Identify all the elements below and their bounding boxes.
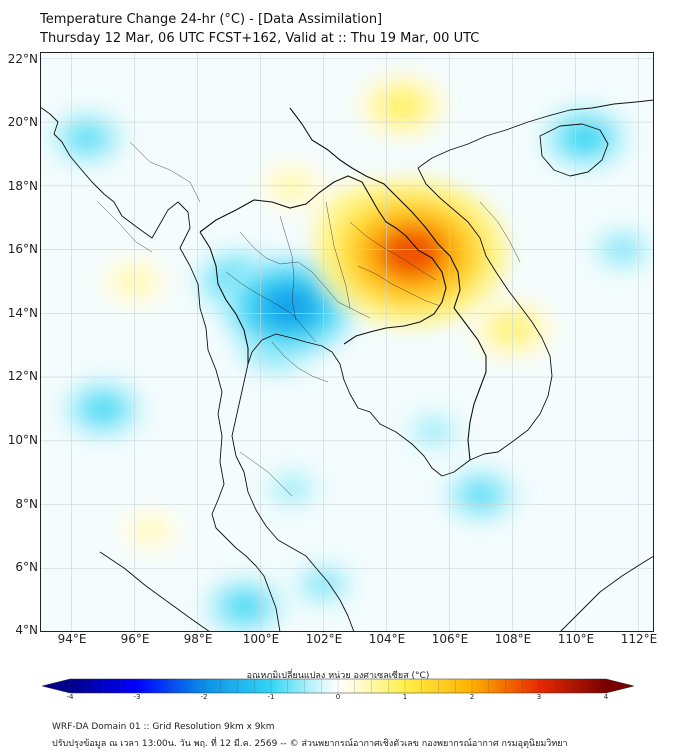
graticule: [40, 52, 654, 633]
colorbar-title: อุณหภูมิเปลี่ยนแปลง หน่วย องศาเซลเซียส (…: [246, 671, 430, 681]
indochina-south-coast: [417, 167, 553, 477]
borneo-coast: [559, 555, 655, 633]
warming-blob: [380, 228, 443, 277]
cooling-blob: [266, 289, 312, 325]
lon-tick-label: 100°E: [242, 632, 280, 646]
province-boundary: [129, 141, 201, 203]
province-boundary: [239, 451, 293, 497]
chart-subtitle: Thursday 12 Mar, 06 UTC FCST+162, Valid …: [40, 31, 480, 46]
cooling-blob: [280, 479, 304, 498]
cooling-blob: [229, 595, 260, 618]
colorbar-tick-label: 2: [469, 693, 475, 701]
lon-tick-label: 98°E: [183, 632, 213, 646]
colorbar: [41, 678, 635, 694]
warming-blob: [387, 94, 417, 118]
province-boundary: [325, 201, 351, 309]
cooling-blob: [569, 126, 601, 151]
province-boundary: [271, 341, 329, 383]
colorbar-tick-label: -4: [66, 693, 74, 701]
lon-tick-label: 94°E: [57, 632, 87, 646]
cooling-blob: [88, 397, 118, 421]
sumatra-coast: [99, 551, 211, 633]
colorbar-tick-label: -1: [267, 693, 275, 701]
lat-tick-label: 10°N: [7, 433, 38, 447]
cooling-blob: [73, 127, 102, 149]
colorbar-tick-label: 4: [603, 693, 609, 701]
lon-tick-label: 106°E: [431, 632, 469, 646]
lon-tick-label: 102°E: [305, 632, 343, 646]
myanmar-coastline: [39, 106, 223, 393]
lat-tick-label: 20°N: [7, 115, 38, 129]
cooling-blob: [466, 484, 495, 506]
lon-tick-label: 112°E: [620, 632, 658, 646]
province-boundary: [479, 201, 521, 263]
myanmar-thailand-border: [199, 231, 249, 364]
temperature-map[interactable]: [39, 52, 655, 633]
lat-tick-label: 22°N: [7, 52, 38, 66]
footer-model-info: WRF-DA Domain 01 :: Grid Resolution 9km …: [52, 722, 275, 732]
lon-tick-label: 110°E: [557, 632, 595, 646]
colorbar-ticks: [69, 679, 607, 693]
gulf-of-thailand-coast: [247, 333, 443, 477]
map-frame: [40, 52, 654, 632]
lat-tick-label: 4°N: [15, 623, 38, 637]
province-boundary: [97, 201, 153, 253]
country-borders: [199, 107, 487, 461]
warming-blob: [139, 521, 161, 539]
cambodia-vietnam-border: [453, 307, 487, 461]
laos-border: [289, 107, 461, 309]
peninsula-west-coast: [211, 391, 281, 633]
colorbar-tick-label: 0: [335, 693, 341, 701]
province-boundary: [239, 231, 371, 319]
province-boundary: [279, 215, 297, 321]
lat-tick-label: 8°N: [15, 497, 38, 511]
colorbar-tick-label: 3: [536, 693, 542, 701]
map-panel[interactable]: [39, 52, 655, 633]
coastlines-and-borders: [39, 99, 655, 633]
lat-tick-label: 18°N: [7, 179, 38, 193]
chart-title: Temperature Change 24-hr (°C) - [Data As…: [40, 12, 383, 27]
lon-tick-label: 108°E: [494, 632, 532, 646]
colorbar-tick-label: -2: [200, 693, 208, 701]
peninsula-east-coast: [231, 363, 355, 633]
footer-credit: ปรับปรุงข้อมูล ณ เวลา 13:00น. วัน พฤ. ที…: [52, 739, 568, 749]
cooling-blob: [422, 422, 445, 440]
province-boundary: [225, 271, 317, 343]
province-boundary: [349, 221, 437, 281]
lat-tick-label: 16°N: [7, 242, 38, 256]
province-lines: [97, 141, 521, 497]
colorbar-ramp: [41, 678, 635, 694]
lat-tick-label: 12°N: [7, 369, 38, 383]
hainan-island: [539, 123, 609, 177]
colorbar-tick-label: -3: [133, 693, 141, 701]
lat-tick-label: 6°N: [15, 560, 38, 574]
lon-tick-label: 96°E: [120, 632, 150, 646]
colorbar-tick-label: 1: [402, 693, 408, 701]
thailand-border: [199, 175, 447, 345]
lat-tick-label: 14°N: [7, 306, 38, 320]
lon-tick-label: 104°E: [368, 632, 406, 646]
china-coastline: [417, 99, 655, 169]
province-boundary: [357, 265, 441, 307]
